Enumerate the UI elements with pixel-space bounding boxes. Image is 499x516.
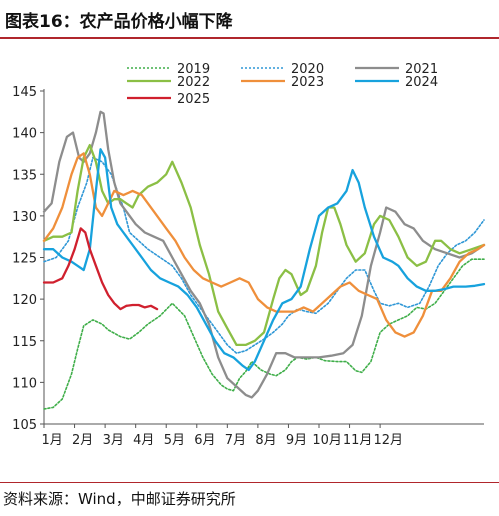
y-tick-label: 125 xyxy=(12,252,37,267)
y-tick-label: 115 xyxy=(12,335,37,350)
x-tick-label: 6月 xyxy=(194,433,215,448)
series-line-2023 xyxy=(42,152,486,338)
x-tick-label: 9月 xyxy=(286,433,307,448)
x-tick-label: 2月 xyxy=(72,433,93,448)
x-tick-label: 5月 xyxy=(164,433,185,448)
series-line-2024 xyxy=(42,148,486,372)
title-divider xyxy=(0,37,499,39)
chart-title: 图表16：农产品价格小幅下降 xyxy=(5,12,233,32)
y-tick-label: 130 xyxy=(12,210,37,225)
legend-label-2022: 2022 xyxy=(177,75,210,90)
y-tick-label: 110 xyxy=(12,376,37,391)
x-tick-label: 11月 xyxy=(343,433,373,448)
x-tick-label: 8月 xyxy=(255,433,276,448)
legend-label-2025: 2025 xyxy=(177,92,210,107)
x-tick-label: 7月 xyxy=(225,433,246,448)
x-tick-label: 3月 xyxy=(103,433,124,448)
line-chart: 105 110 115 120 125 130 135 140 145 1月 2月 3月 4月 5月 6月 7… xyxy=(12,62,486,448)
x-tick-label: 1月 xyxy=(41,433,62,448)
x-tick-label: 4月 xyxy=(133,433,154,448)
series-line-2022 xyxy=(42,143,486,347)
y-tick-label: 145 xyxy=(12,85,37,100)
legend-label-2020: 2020 xyxy=(291,62,324,77)
legend-label-2023: 2023 xyxy=(291,75,324,90)
legend-label-2024: 2024 xyxy=(405,75,438,90)
legend-label-2021: 2021 xyxy=(405,62,438,77)
series-line-2021 xyxy=(42,110,486,399)
series-line-2025 xyxy=(42,227,159,311)
series-line-2019 xyxy=(43,258,485,410)
y-tick-label: 135 xyxy=(12,168,37,183)
y-tick-label: 120 xyxy=(12,293,37,308)
x-tick-label: 10月 xyxy=(312,433,342,448)
source-note: 资料来源：Wind，中邮证券研究所 xyxy=(3,490,236,508)
source-divider xyxy=(0,482,499,483)
y-tick-label: 140 xyxy=(12,127,37,142)
x-tick-label: 12月 xyxy=(373,433,403,448)
title-bar: 图表16：农产品价格小幅下降 xyxy=(0,0,499,34)
y-tick-label: 105 xyxy=(12,418,37,433)
legend-label-2019: 2019 xyxy=(177,62,210,77)
